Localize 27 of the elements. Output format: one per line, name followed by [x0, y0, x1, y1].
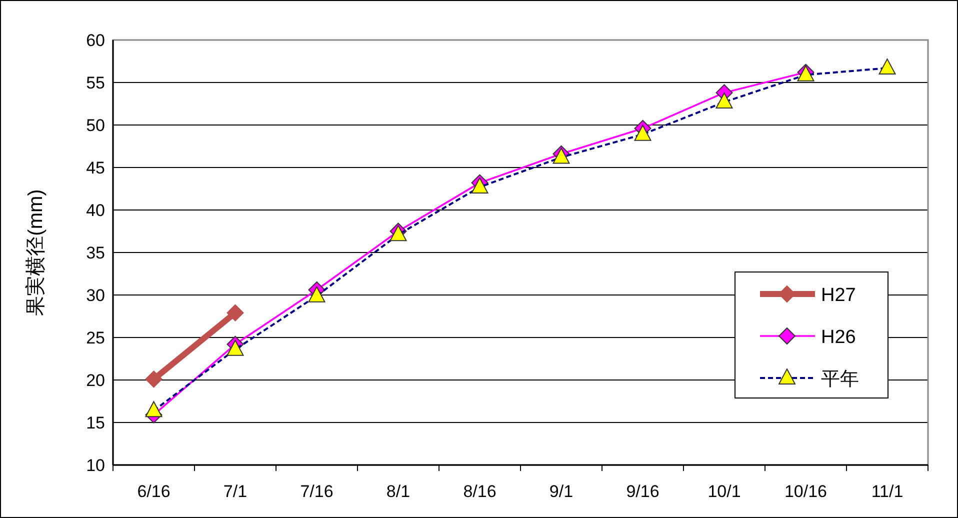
x-tick-label: 8/1	[386, 482, 410, 501]
legend-label: H27	[821, 285, 856, 306]
point	[145, 370, 162, 388]
y-tick-label: 60	[86, 31, 105, 50]
point	[226, 304, 244, 322]
legend-label: 平年	[821, 369, 859, 390]
y-axis-title: 果実横径(mm)	[24, 189, 47, 316]
x-tick-label: 7/16	[300, 482, 334, 501]
x-tick-label: 8/16	[463, 482, 496, 501]
y-tick-label: 45	[86, 158, 105, 178]
x-tick-label: 10/16	[784, 482, 828, 501]
x-tick-label: 6/16	[137, 482, 170, 501]
y-tick-label: 15	[86, 414, 105, 432]
x-tick-label: 7/1	[223, 482, 248, 501]
x-tick-label: 9/1	[549, 482, 574, 501]
y-tick-label: 35	[86, 244, 105, 262]
y-tick-label: 55	[86, 74, 105, 92]
y-tick-label: 50	[86, 116, 105, 135]
y-tick-label: 40	[86, 201, 105, 220]
x-tick-label: 11/1	[871, 482, 904, 501]
y-tick-label: 30	[86, 286, 105, 305]
x-tick-label: 9/16	[626, 482, 660, 501]
y-tick-label: 10	[86, 456, 105, 475]
legend-label: H26	[821, 327, 856, 348]
y-tick-label: 20	[86, 371, 105, 390]
y-tick-label: 25	[86, 328, 105, 348]
x-tick-label: 10/1	[708, 482, 741, 501]
